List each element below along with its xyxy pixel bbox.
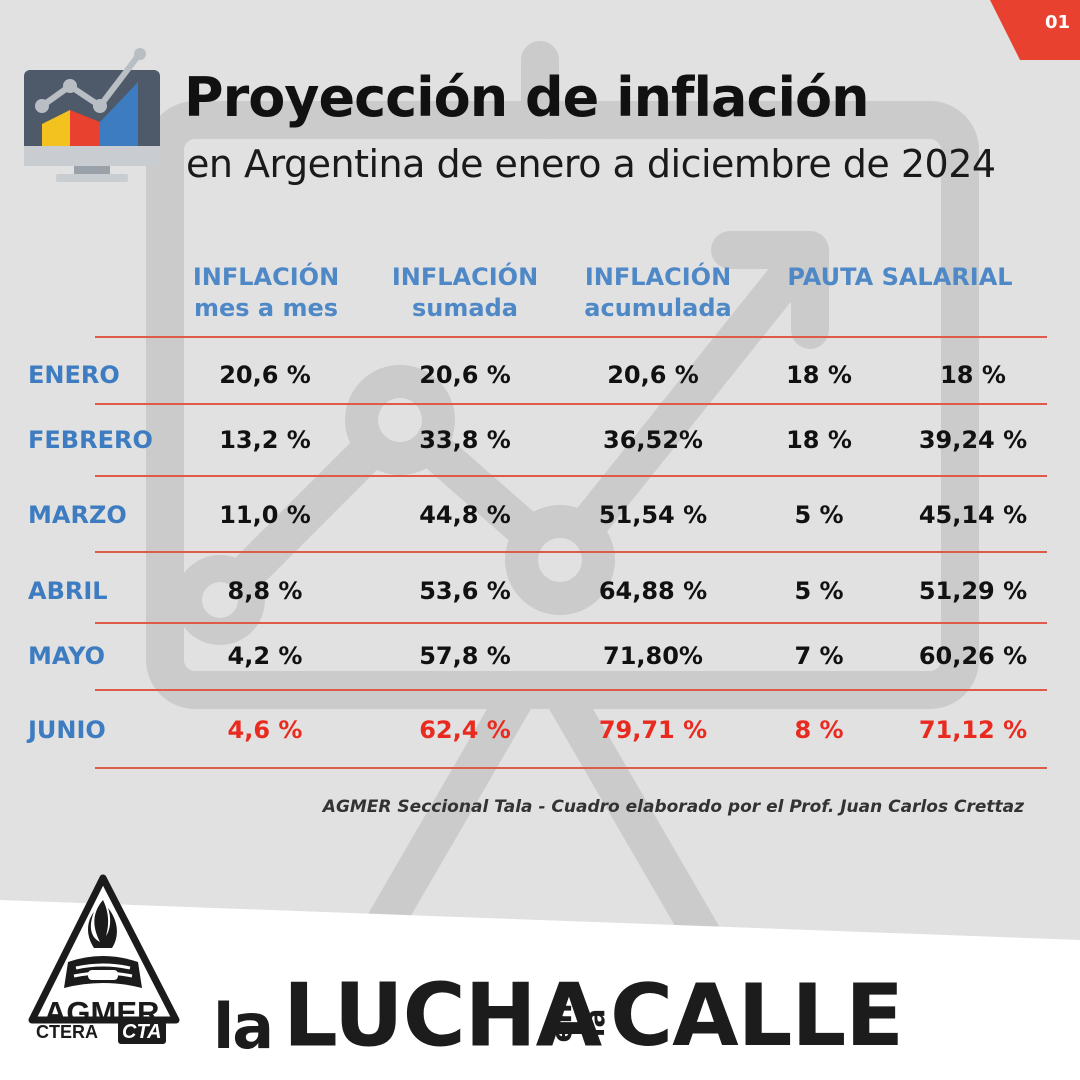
cell-acumulada: 20,6 % (607, 361, 699, 389)
cell-pauta-acumulada: 45,14 % (918, 501, 1028, 529)
cell-pauta: 8 % (794, 716, 844, 744)
table-divider (95, 622, 1047, 624)
month-label: FEBRERO (28, 426, 153, 454)
column-header-pauta: PAUTA SALARIAL (787, 263, 1013, 291)
cell-pauta: 18 % (786, 426, 852, 454)
page-number: 01 (1044, 12, 1070, 33)
table-divider (95, 551, 1047, 553)
logo-cta-text: CTA (118, 1021, 166, 1044)
corner-tag (990, 0, 1080, 60)
month-label: ABRIL (28, 577, 108, 605)
column-header-sumada: INFLACIÓN sumada (391, 263, 539, 322)
cell-sumada: 62,4 % (419, 716, 511, 744)
cell-sumada: 33,8 % (419, 426, 511, 454)
agmer-logo (28, 874, 180, 1024)
slogan-lucha: LUCHA (283, 965, 602, 1067)
slogan-en-la: en la (545, 1003, 611, 1043)
table-divider (95, 689, 1047, 691)
cell-acumulada: 51,54 % (598, 501, 708, 529)
cell-pauta: 5 % (794, 577, 844, 605)
cell-pauta-acumulada: 51,29 % (918, 577, 1028, 605)
month-label: MAYO (28, 642, 106, 670)
page-title: Proyección de inflación (184, 66, 870, 129)
cell-pauta: 7 % (794, 642, 844, 670)
cell-pauta-acumulada: 60,26 % (918, 642, 1028, 670)
slogan-la: la (213, 990, 274, 1063)
table-divider (95, 403, 1047, 405)
cell-sumada: 53,6 % (419, 577, 511, 605)
page-subtitle: en Argentina de enero a diciembre de 202… (186, 142, 996, 186)
cell-sumada: 20,6 % (419, 361, 511, 389)
cell-mes: 20,6 % (219, 361, 311, 389)
cell-acumulada: 36,52% (603, 426, 703, 454)
logo-ctera-text: CTERA (36, 1022, 98, 1042)
cell-pauta: 18 % (786, 361, 852, 389)
column-header-acumulada: INFLACIÓN acumulada (584, 263, 732, 322)
cell-pauta-acumulada: 39,24 % (918, 426, 1028, 454)
cell-sumada: 57,8 % (419, 642, 511, 670)
cell-mes: 4,2 % (227, 642, 303, 670)
month-label: JUNIO (28, 716, 106, 744)
cell-acumulada: 71,80% (603, 642, 703, 670)
table-divider (95, 336, 1047, 338)
cell-acumulada: 64,88 % (598, 577, 708, 605)
month-label: ENERO (28, 361, 120, 389)
column-header-mes: INFLACIÓN mes a mes (192, 263, 340, 322)
cell-sumada: 44,8 % (419, 501, 511, 529)
monitor-chart-icon (24, 48, 160, 182)
slogan-calle: CALLE (610, 966, 904, 1066)
table-divider (95, 767, 1047, 769)
cell-mes: 11,0 % (219, 501, 311, 529)
month-label: MARZO (28, 501, 127, 529)
cell-pauta-acumulada: 71,12 % (918, 716, 1028, 744)
credit-note: AGMER Seccional Tala - Cuadro elaborado … (322, 797, 1024, 817)
cell-mes: 4,6 % (227, 716, 303, 744)
cell-acumulada: 79,71 % (598, 716, 708, 744)
cell-mes: 13,2 % (219, 426, 311, 454)
cell-pauta-acumulada: 18 % (940, 361, 1006, 389)
table-divider (95, 475, 1047, 477)
cell-pauta: 5 % (794, 501, 844, 529)
cell-mes: 8,8 % (227, 577, 303, 605)
